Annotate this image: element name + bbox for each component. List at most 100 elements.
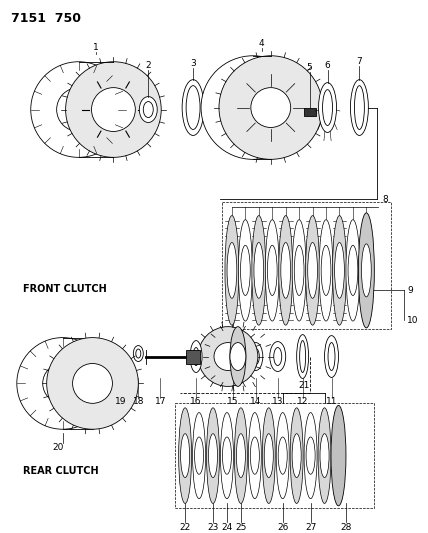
Text: 18: 18	[133, 397, 144, 406]
Ellipse shape	[279, 216, 293, 325]
Ellipse shape	[321, 245, 331, 295]
Bar	[175, 403, 374, 508]
Ellipse shape	[348, 245, 358, 295]
Circle shape	[31, 62, 126, 157]
Text: 22: 22	[179, 523, 191, 532]
Ellipse shape	[116, 352, 125, 367]
Circle shape	[251, 87, 291, 127]
Ellipse shape	[238, 220, 253, 321]
Circle shape	[198, 327, 258, 386]
Ellipse shape	[358, 213, 374, 328]
Text: 9: 9	[407, 286, 413, 295]
Ellipse shape	[190, 341, 202, 373]
Ellipse shape	[324, 336, 339, 377]
Text: 26: 26	[277, 523, 288, 532]
Ellipse shape	[230, 327, 246, 386]
Ellipse shape	[306, 216, 320, 325]
Ellipse shape	[308, 243, 318, 298]
Circle shape	[17, 337, 108, 429]
Ellipse shape	[252, 216, 266, 325]
Ellipse shape	[320, 434, 329, 478]
Ellipse shape	[318, 83, 336, 133]
Circle shape	[43, 364, 83, 403]
Ellipse shape	[270, 342, 286, 372]
Circle shape	[92, 87, 135, 132]
Text: 7151  750: 7151 750	[11, 12, 81, 25]
Text: 28: 28	[341, 523, 352, 532]
Text: 13: 13	[272, 397, 283, 406]
Text: 3: 3	[190, 59, 196, 68]
Ellipse shape	[143, 102, 153, 117]
Text: 16: 16	[190, 397, 202, 406]
Ellipse shape	[292, 220, 306, 321]
Ellipse shape	[304, 413, 317, 499]
Ellipse shape	[362, 244, 371, 297]
Ellipse shape	[346, 220, 360, 321]
Ellipse shape	[193, 413, 205, 499]
Ellipse shape	[220, 413, 233, 499]
Ellipse shape	[139, 96, 157, 123]
Ellipse shape	[225, 216, 239, 325]
Ellipse shape	[318, 408, 331, 504]
Ellipse shape	[193, 348, 199, 366]
Ellipse shape	[186, 86, 200, 130]
Ellipse shape	[118, 356, 123, 364]
Text: 12: 12	[297, 397, 308, 406]
Text: 2: 2	[146, 61, 151, 70]
Text: 5: 5	[307, 63, 312, 72]
Ellipse shape	[274, 348, 282, 366]
Text: 20: 20	[52, 442, 63, 451]
Text: 21: 21	[298, 381, 309, 390]
Circle shape	[233, 87, 273, 127]
Ellipse shape	[328, 343, 335, 370]
Ellipse shape	[254, 243, 264, 298]
Text: 11: 11	[326, 397, 337, 406]
Text: 1: 1	[93, 43, 99, 52]
Circle shape	[201, 56, 305, 159]
Circle shape	[73, 364, 113, 403]
Ellipse shape	[281, 243, 291, 298]
Ellipse shape	[323, 90, 333, 125]
Ellipse shape	[230, 343, 246, 370]
Ellipse shape	[351, 79, 369, 135]
Ellipse shape	[253, 349, 259, 365]
Text: 10: 10	[407, 316, 419, 325]
Text: 8: 8	[382, 195, 388, 204]
Text: 15: 15	[227, 397, 239, 406]
Ellipse shape	[248, 413, 262, 499]
Ellipse shape	[290, 408, 303, 504]
Ellipse shape	[250, 437, 259, 474]
Ellipse shape	[354, 86, 364, 130]
Ellipse shape	[268, 245, 277, 295]
Circle shape	[214, 343, 242, 370]
Text: 6: 6	[325, 61, 330, 70]
Ellipse shape	[335, 243, 345, 298]
Ellipse shape	[178, 408, 192, 504]
Text: 25: 25	[235, 523, 247, 532]
Text: 4: 4	[259, 39, 265, 49]
Ellipse shape	[136, 349, 141, 358]
Circle shape	[56, 87, 101, 132]
Ellipse shape	[331, 406, 346, 506]
Text: 19: 19	[115, 397, 126, 406]
Ellipse shape	[208, 434, 217, 478]
Ellipse shape	[333, 216, 346, 325]
Ellipse shape	[223, 437, 232, 474]
Text: 7: 7	[357, 57, 362, 66]
Ellipse shape	[207, 408, 220, 504]
Ellipse shape	[300, 341, 306, 373]
Ellipse shape	[319, 220, 333, 321]
Text: 24: 24	[221, 523, 232, 532]
Circle shape	[219, 56, 323, 159]
Ellipse shape	[249, 343, 263, 370]
Bar	[303, 108, 315, 116]
Ellipse shape	[235, 408, 247, 504]
Ellipse shape	[182, 79, 204, 135]
Ellipse shape	[278, 437, 287, 474]
Text: 27: 27	[305, 523, 316, 532]
Bar	[186, 350, 200, 364]
Text: 14: 14	[250, 397, 262, 406]
Ellipse shape	[306, 437, 315, 474]
Ellipse shape	[241, 245, 250, 295]
Ellipse shape	[294, 245, 304, 295]
